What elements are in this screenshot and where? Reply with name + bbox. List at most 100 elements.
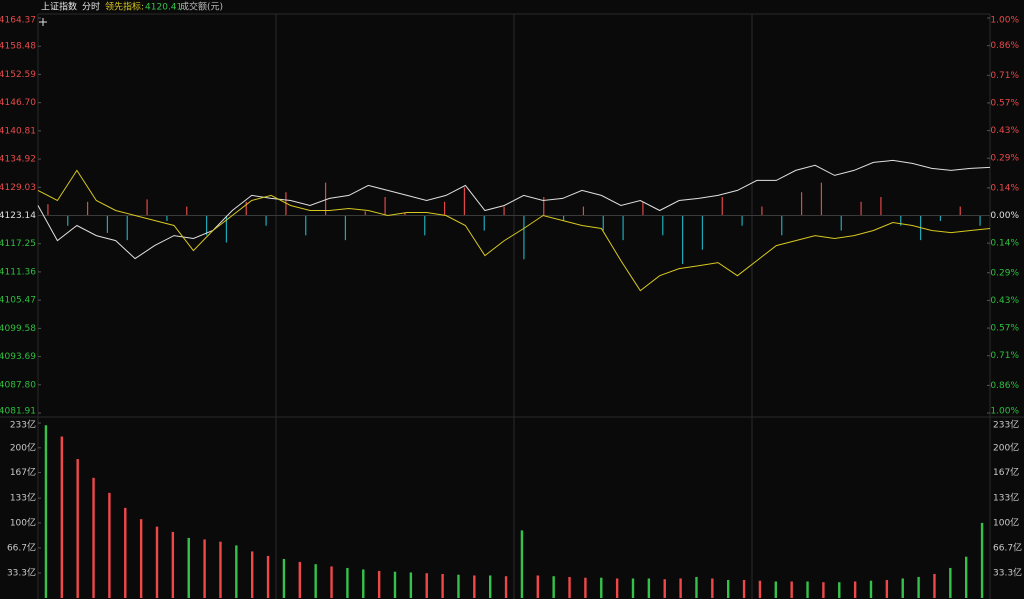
volume-bar xyxy=(377,570,381,598)
y-tick-label: 4158.48 xyxy=(0,42,36,52)
volume-bar xyxy=(314,564,317,598)
indicator-bar xyxy=(245,201,247,216)
volume-tick-label: 33.3亿 xyxy=(7,566,36,578)
grid-frame xyxy=(0,13,1024,599)
volume-bar xyxy=(980,522,984,598)
volume-tick-label: 233亿 xyxy=(10,419,36,431)
indicator-bar xyxy=(939,215,942,221)
y-tick-label: 4134.92 xyxy=(0,155,36,165)
volume-bar xyxy=(742,579,746,598)
volume-bar xyxy=(631,578,635,598)
indicator-bar xyxy=(186,206,188,216)
volume-bar xyxy=(393,571,397,598)
y2-tick-label: 0.43% xyxy=(990,296,1019,306)
y-tick-label: 4123.14 xyxy=(0,211,36,221)
volume-tick-label: 233亿 xyxy=(993,419,1019,431)
indicator-bar xyxy=(47,204,49,216)
indicator-bar xyxy=(344,215,347,241)
indicator-bar xyxy=(662,215,664,236)
volume-bar xyxy=(330,566,333,598)
volume-tick-label: 66.7亿 xyxy=(7,541,36,553)
volume-bar xyxy=(917,576,920,598)
y-tick-label: 4117.25 xyxy=(0,239,36,249)
indicator-bar xyxy=(820,182,823,216)
volume-bar xyxy=(679,578,682,598)
y2-tick-label: 0.57% xyxy=(990,98,1019,108)
indicator-bar xyxy=(166,215,168,221)
volume-bar xyxy=(171,531,175,598)
indicator-bar xyxy=(681,215,684,265)
indicator-bar xyxy=(126,215,128,241)
volume-bar xyxy=(568,576,571,598)
cursor xyxy=(39,18,47,26)
y2-tick-label: 1.00% xyxy=(990,16,1019,26)
volume-bar xyxy=(346,567,349,598)
volume-bar xyxy=(92,477,95,598)
indicator-bar xyxy=(860,201,862,216)
volume-bar xyxy=(584,577,587,598)
volume-bar xyxy=(76,459,79,598)
price-line xyxy=(37,169,991,292)
indicator-bar xyxy=(781,215,783,236)
volume-bar xyxy=(187,537,190,598)
y2-tick-label: 0.14% xyxy=(990,239,1019,249)
volume-bar xyxy=(44,425,48,598)
indicator-bar xyxy=(86,201,89,216)
volume-bar xyxy=(60,436,63,598)
indicator-bar xyxy=(840,215,842,231)
y2-tick-label: 0.43% xyxy=(990,126,1019,136)
volume-bar xyxy=(600,577,603,598)
volume-bar xyxy=(155,526,159,598)
indicator-bar xyxy=(305,215,307,236)
indicator-bar xyxy=(503,206,505,216)
subtitle: 分时 xyxy=(82,1,100,13)
indicator-bar xyxy=(443,201,446,216)
indicator-bar xyxy=(483,215,485,231)
indicator-bar xyxy=(384,197,386,216)
volume-bar xyxy=(251,551,254,598)
indicator-bar xyxy=(265,215,267,226)
y2-tick-label: 0.71% xyxy=(990,71,1019,81)
volume-bar xyxy=(838,582,841,598)
indicator-bar xyxy=(979,215,981,226)
volume-bar xyxy=(124,507,127,598)
indicator-bar xyxy=(642,201,644,216)
indicator-bar xyxy=(225,215,228,243)
volume-bar xyxy=(663,579,666,598)
volume-tick-label: 133亿 xyxy=(993,492,1019,504)
volume-bar xyxy=(727,579,730,598)
volume-bar xyxy=(647,578,651,598)
y-tick-label: 4105.47 xyxy=(0,296,36,306)
indicator-bar xyxy=(880,197,882,216)
y-tick-label: 4140.81 xyxy=(0,126,36,136)
volume-bar xyxy=(203,539,206,598)
volume-bar xyxy=(441,573,444,598)
y2-tick-label: 0.86% xyxy=(990,41,1019,51)
volume-bar xyxy=(108,492,111,598)
indicator-bar xyxy=(562,215,565,221)
volume-bar xyxy=(822,582,825,598)
volume-bar xyxy=(425,573,428,598)
indicator-bar xyxy=(324,182,327,216)
y2-tick-label: 0.14% xyxy=(990,183,1019,193)
y-tick-label: 4087.80 xyxy=(0,380,36,390)
y-tick-label: 4129.03 xyxy=(0,183,36,193)
indicator-bar xyxy=(959,206,961,216)
indicator-bar xyxy=(424,215,426,236)
indicator-bar xyxy=(701,215,704,250)
volume-tick-label: 66.7亿 xyxy=(993,541,1022,553)
indicator-bar xyxy=(800,192,803,216)
y2-tick-label: 0.00% xyxy=(990,211,1019,221)
y-tick-label: 4111.36 xyxy=(0,267,36,277)
volume-bar xyxy=(885,579,889,598)
indicator-bar xyxy=(741,215,743,226)
volume-bar xyxy=(758,580,762,598)
volume-bar xyxy=(615,578,619,598)
indicator-bar xyxy=(543,197,545,216)
volume-bar xyxy=(901,578,904,598)
indicator-bar xyxy=(721,197,723,216)
volume-bar xyxy=(965,556,968,598)
volume-bar xyxy=(282,558,286,598)
